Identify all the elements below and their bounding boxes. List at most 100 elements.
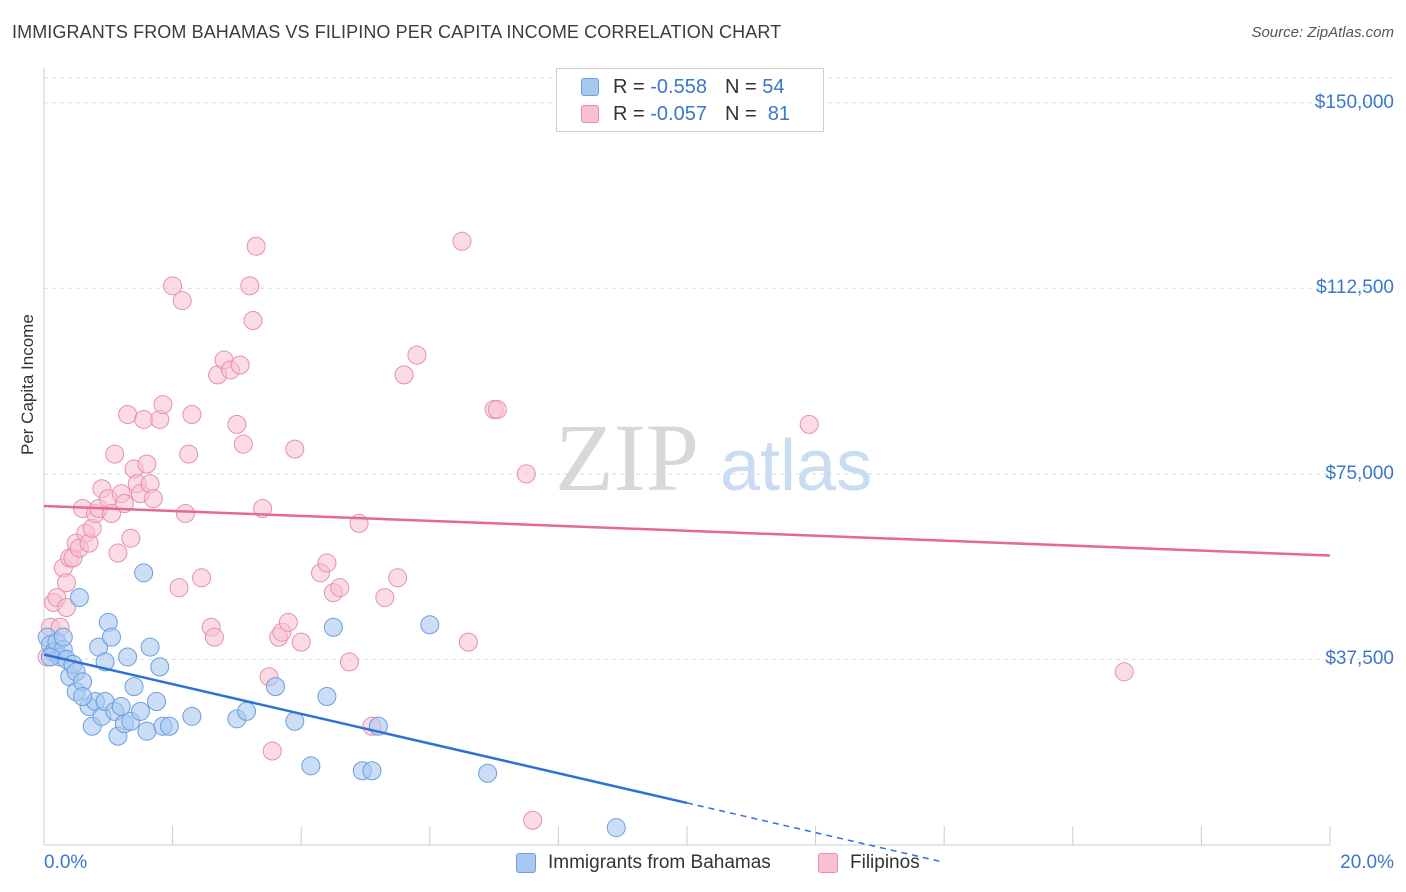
filipinos-point [516, 464, 536, 484]
filipinos-point [163, 276, 183, 296]
filipinos-point [285, 439, 305, 459]
filipinos-point [105, 444, 125, 464]
filipinos-point [172, 291, 192, 311]
watermark-zip: ZIP [555, 404, 699, 511]
filipinos-point [169, 578, 189, 598]
filipinos-point [394, 365, 414, 385]
filipinos-point [253, 499, 273, 519]
bahamas-point [606, 818, 626, 838]
filipinos-point [192, 568, 212, 588]
filipinos-point [246, 236, 266, 256]
x-tick-min: 0.0% [44, 852, 88, 873]
filipinos-point [233, 434, 253, 454]
legend-r-label: R = [613, 102, 645, 125]
bahamas-point [134, 563, 154, 583]
legend-row-filipinos: R = -0.057 N = 81 [581, 101, 790, 127]
series-legend-filipinos[interactable]: Filipinos [818, 852, 920, 874]
filipinos-point [452, 231, 472, 251]
filipinos-point [1114, 662, 1134, 682]
legend-n-value-filipinos: 81 [767, 102, 791, 125]
filipinos-point [278, 612, 298, 632]
y-axis-label: Per Capita Income [18, 314, 37, 455]
correlation-legend: R = -0.558 N = 54 R = -0.057 N = 81 [556, 68, 824, 132]
bahamas-point [118, 647, 138, 667]
bahamas-point [420, 615, 440, 635]
filipinos-point [179, 444, 199, 464]
filipinos-point [330, 578, 350, 598]
watermark-atlas: atlas [720, 426, 872, 506]
filipinos-point [523, 810, 543, 830]
legend-r-value-bahamas: -0.558 [650, 75, 707, 98]
y-tick-label: $75,000 [1325, 462, 1394, 484]
bahamas-point [140, 637, 160, 657]
series-swatch-filipinos [818, 853, 838, 873]
filipinos-point [230, 355, 250, 375]
filipinos-point [143, 489, 163, 509]
filipinos-point [182, 404, 202, 424]
source-label: Source: ZipAtlas.com [1251, 24, 1394, 41]
bahamas-point [150, 657, 170, 677]
filipinos-point [137, 454, 157, 474]
bahamas-point [69, 588, 89, 608]
bahamas-point [265, 677, 285, 697]
bahamas-point [301, 756, 321, 776]
filipinos-point [108, 543, 128, 563]
bahamas-point [147, 691, 167, 711]
axes [43, 68, 1331, 846]
series-legend-bahamas[interactable]: Immigrants from Bahamas [516, 852, 771, 874]
filipinos-point [243, 310, 263, 330]
bahamas-point [130, 701, 150, 721]
filipinos-points [37, 231, 1134, 830]
filipinos-point [291, 632, 311, 652]
filipinos-point [240, 276, 260, 296]
filipinos-point [153, 395, 173, 415]
filipinos-point [57, 573, 77, 593]
trend-lines [43, 504, 1331, 864]
filipinos-point [118, 404, 138, 424]
bahamas-point [182, 706, 202, 726]
series-label-filipinos: Filipinos [850, 852, 920, 873]
filipinos-point [317, 553, 337, 573]
bahamas-point [124, 677, 144, 697]
legend-n-label: N = [724, 75, 757, 98]
filipinos-point [339, 652, 359, 672]
bahamas-point [237, 701, 257, 721]
filipinos-point [227, 414, 247, 434]
bahamas-point [323, 617, 343, 637]
filipinos-point [204, 627, 224, 647]
filipinos-point [375, 588, 395, 608]
legend-n-value-bahamas: 54 [762, 75, 785, 98]
legend-r-value-filipinos: -0.057 [650, 102, 707, 125]
bahamas-point [73, 687, 93, 707]
filipinos-point [487, 400, 507, 420]
y-tick-label: $37,500 [1325, 648, 1394, 670]
series-label-bahamas: Immigrants from Bahamas [548, 852, 771, 873]
bahamas-point [478, 763, 498, 783]
filipinos-point [57, 597, 77, 617]
series-swatch-bahamas [516, 853, 536, 873]
legend-swatch-filipinos [581, 105, 599, 123]
bahamas-point [317, 687, 337, 707]
x-tick-max: 20.0% [1340, 852, 1394, 873]
filipinos-point [458, 632, 478, 652]
bahamas-point [137, 721, 157, 741]
filipinos-point [262, 741, 282, 761]
bahamas-point [362, 761, 382, 781]
legend-row-bahamas: R = -0.558 N = 54 [581, 74, 784, 100]
filipinos-point [388, 568, 408, 588]
filipinos-trend-line [43, 504, 1331, 557]
bahamas-point [102, 627, 122, 647]
legend-swatch-bahamas [581, 78, 599, 96]
y-tick-label: $150,000 [1314, 91, 1394, 113]
legend-n-label: N = [724, 102, 757, 125]
filipinos-point [799, 414, 819, 434]
filipinos-point [407, 345, 427, 365]
chart-title: IMMIGRANTS FROM BAHAMAS VS FILIPINO PER … [12, 22, 782, 42]
bahamas-points [37, 563, 626, 838]
filipinos-point [175, 503, 195, 523]
bahamas-point [53, 627, 73, 647]
y-tick-label: $112,500 [1316, 277, 1394, 299]
filipinos-point [121, 528, 141, 548]
bahamas-point [159, 716, 179, 736]
